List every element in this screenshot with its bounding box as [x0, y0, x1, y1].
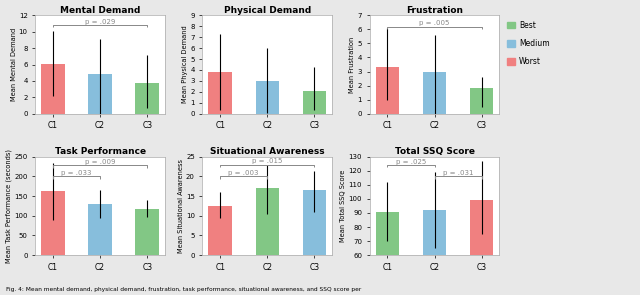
Text: p = .029: p = .029 [85, 19, 115, 25]
Bar [303, 91, 326, 114]
Title: Mental Demand: Mental Demand [60, 6, 140, 14]
Text: p = .005: p = .005 [419, 20, 450, 26]
Y-axis label: Mean Frustration: Mean Frustration [349, 36, 355, 93]
Text: Fig. 4: Mean mental demand, physical demand, frustration, task performance, situ: Fig. 4: Mean mental demand, physical dem… [6, 286, 362, 291]
Bar [376, 212, 399, 295]
Bar [41, 64, 65, 114]
Y-axis label: Mean Total SSQ Score: Mean Total SSQ Score [340, 170, 346, 242]
Bar [209, 72, 232, 114]
Bar [470, 88, 493, 114]
Bar [88, 204, 112, 255]
Bar [209, 206, 232, 255]
Title: Situational Awareness: Situational Awareness [210, 147, 324, 156]
Bar [423, 71, 446, 114]
Text: p = .025: p = .025 [396, 159, 426, 165]
Y-axis label: Mean Task Performance (seconds): Mean Task Performance (seconds) [6, 149, 12, 263]
Y-axis label: Mean Mental Demand: Mean Mental Demand [10, 28, 17, 101]
Bar [41, 191, 65, 255]
Bar [303, 190, 326, 255]
Y-axis label: Mean Physical Demand: Mean Physical Demand [182, 26, 188, 103]
Title: Task Performance: Task Performance [54, 147, 146, 156]
Text: p = .009: p = .009 [85, 159, 115, 165]
Text: p = .031: p = .031 [443, 170, 474, 176]
Text: p = .003: p = .003 [228, 170, 259, 176]
Title: Frustration: Frustration [406, 6, 463, 14]
Text: p = .033: p = .033 [61, 170, 92, 176]
Bar [136, 209, 159, 255]
Bar [88, 74, 112, 114]
Bar [376, 67, 399, 114]
Y-axis label: Mean Situational Awareness: Mean Situational Awareness [178, 159, 184, 253]
Legend: Best, Medium, Worst: Best, Medium, Worst [506, 19, 551, 68]
Bar [470, 200, 493, 295]
Bar [255, 81, 279, 114]
Title: Total SSQ Score: Total SSQ Score [394, 147, 474, 156]
Bar [423, 210, 446, 295]
Text: p = .015: p = .015 [252, 158, 282, 164]
Bar [136, 83, 159, 114]
Title: Physical Demand: Physical Demand [224, 6, 311, 14]
Bar [255, 188, 279, 255]
